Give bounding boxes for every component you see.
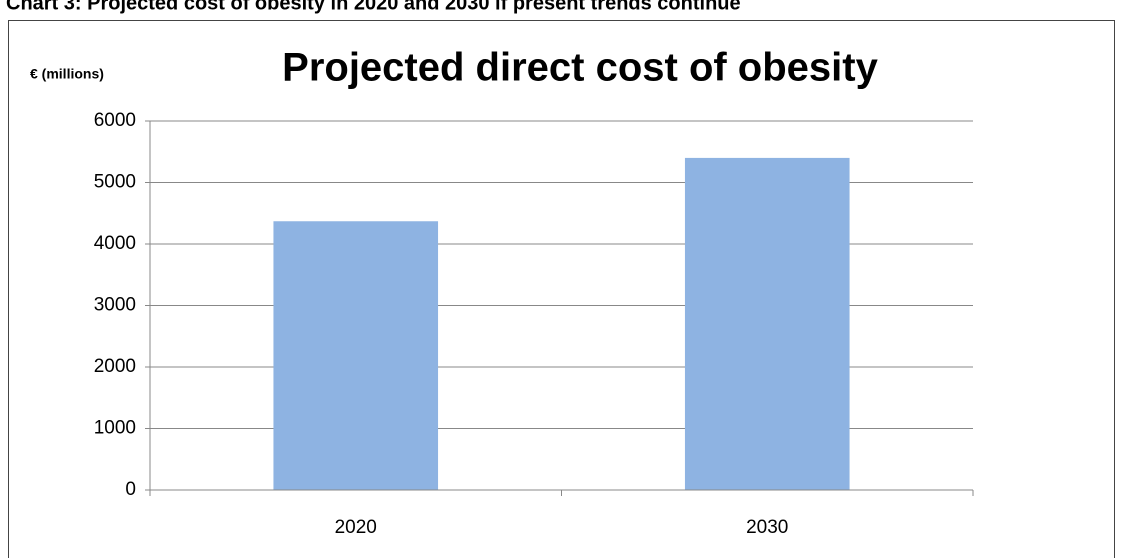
heading: Chart 3: Projected cost of obesity in 20… (6, 0, 741, 14)
chart-title: Projected direct cost of obesity (282, 46, 878, 90)
chart-border (8, 20, 1115, 558)
y-tick-label: 4000 (94, 233, 136, 254)
y-axis-label: € (millions) (30, 66, 104, 82)
y-tick-label: 2000 (94, 356, 136, 377)
y-tick-label: 0 (125, 479, 136, 500)
x-tick-label: 2030 (746, 517, 788, 538)
y-tick-label: 1000 (94, 418, 136, 439)
bar (273, 221, 439, 490)
y-tick-label: 3000 (94, 295, 136, 316)
y-tick-label: 6000 (94, 110, 136, 131)
x-tick-label: 2020 (335, 517, 377, 538)
bar (684, 157, 850, 490)
y-tick-label: 5000 (94, 172, 136, 193)
